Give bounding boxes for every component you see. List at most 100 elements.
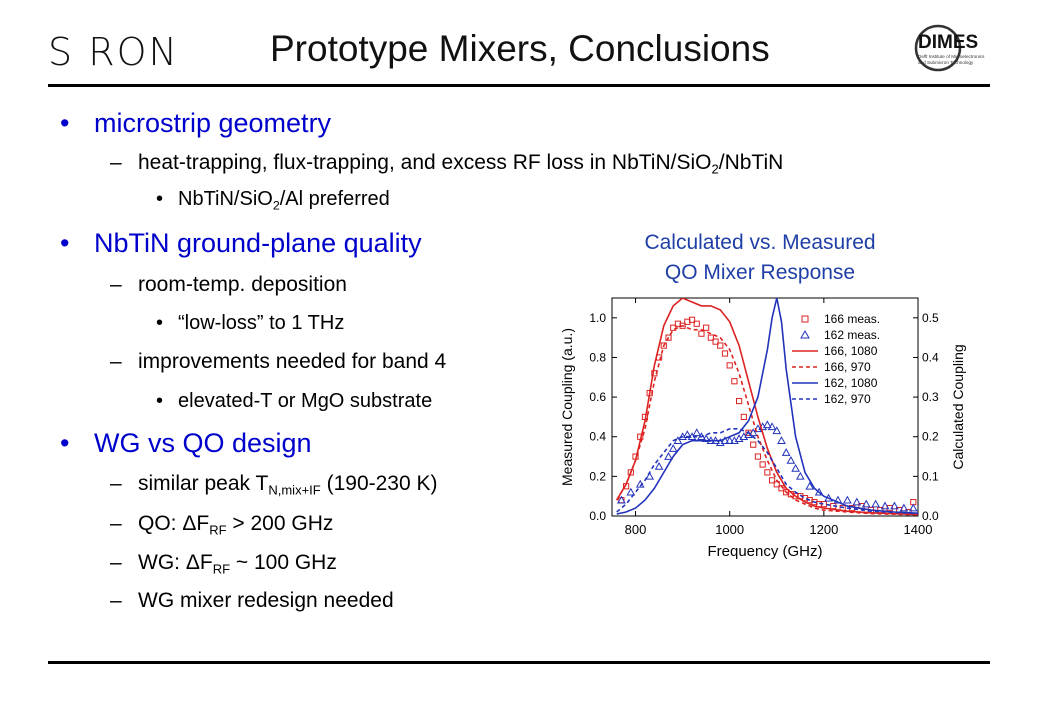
y2-tick-label: 0.4 xyxy=(922,350,939,364)
data-point-square xyxy=(792,493,799,500)
tertiary-bullet-low-loss: • “low-loss” to 1 THz xyxy=(156,312,345,334)
data-point-square xyxy=(623,483,630,490)
data-point-triangle xyxy=(890,501,899,510)
dimes-logo: DIMES Delft Institute of Microelectronic… xyxy=(914,24,985,72)
sub-bullet-deposition: – room-temp. deposition xyxy=(110,273,347,296)
data-point-square xyxy=(867,506,875,514)
y-tick-label: 0.0 xyxy=(589,509,606,523)
page-title: Prototype Mixers, Conclusions xyxy=(270,28,770,69)
header-rule xyxy=(48,84,990,87)
data-point-triangle xyxy=(720,436,730,444)
data-point-square xyxy=(787,491,794,498)
data-point-square xyxy=(778,485,785,492)
data-point-square xyxy=(740,413,747,421)
y2-tick-label: 0.0 xyxy=(922,509,939,523)
data-point-square xyxy=(731,378,738,385)
data-point-triangle xyxy=(617,495,626,504)
data-point-square xyxy=(910,499,917,506)
data-point-square xyxy=(660,342,667,349)
data-point-square xyxy=(651,370,658,377)
data-point-square xyxy=(797,493,804,500)
series-line-5 xyxy=(616,428,918,515)
data-point-square xyxy=(754,453,762,460)
data-point-triangle xyxy=(786,455,796,464)
data-point-triangle xyxy=(833,495,843,504)
data-point-square xyxy=(858,502,865,510)
data-point-square xyxy=(637,433,644,440)
data-point-triangle xyxy=(852,497,862,506)
data-point-triangle xyxy=(880,501,890,510)
sub-bullet-text: improvements needed for band 4 xyxy=(138,350,447,373)
sub-bullet-wg-bandwidth: – WG: ΔFRF ~ 100 GHz xyxy=(110,551,337,577)
sub-bullet-text-b: ~ 100 GHz xyxy=(230,551,337,574)
data-point-square xyxy=(759,461,766,468)
data-point-triangle xyxy=(654,461,664,470)
bullet-text: WG vs QO design xyxy=(94,428,312,458)
data-point-triangle xyxy=(767,422,777,431)
data-point-triangle xyxy=(626,487,636,496)
bullet-text: microstrip geometry xyxy=(94,108,332,138)
legend-swatch xyxy=(800,329,810,339)
data-point-square xyxy=(877,506,884,514)
bullet-text: NbTiN ground-plane quality xyxy=(94,228,422,258)
data-point-square xyxy=(707,334,714,341)
data-point-triangle xyxy=(645,471,655,480)
data-point-triangle xyxy=(899,503,909,512)
tertiary-subscript: 2 xyxy=(272,198,280,213)
sub-bullet-text: room-temp. deposition xyxy=(138,273,347,296)
sub-bullet-text-a: similar peak T xyxy=(138,472,269,495)
sub-bullet-rf-loss: – heat-trapping, flux-trapping, and exces… xyxy=(110,151,784,177)
data-point-triangle xyxy=(673,436,683,444)
data-point-square xyxy=(750,441,757,448)
sub-bullet-text-a: WG: ΔF xyxy=(138,551,213,574)
legend-label: 162 meas. xyxy=(824,328,880,342)
bullet-dot-icon: • xyxy=(60,108,70,138)
y2-axis-label: Calculated Coupling xyxy=(950,344,966,469)
data-point-square xyxy=(641,413,649,421)
series-line-3 xyxy=(616,324,918,516)
data-point-square xyxy=(646,390,653,397)
data-point-square xyxy=(712,338,719,345)
legend-label: 166, 1080 xyxy=(824,344,878,358)
data-point-square xyxy=(726,362,733,369)
legend-label: 162, 970 xyxy=(824,392,871,406)
sub-bullet-text: WG mixer redesign needed xyxy=(138,589,394,612)
data-point-triangle xyxy=(725,436,735,444)
sub-bullet-subscript: 2 xyxy=(711,161,719,177)
data-point-square xyxy=(905,508,912,516)
data-point-triangle xyxy=(664,452,673,460)
data-point-triangle xyxy=(706,436,716,444)
tertiary-bullet-substrate: • elevated-T or MgO substrate xyxy=(156,390,433,412)
data-point-triangle xyxy=(678,432,687,441)
tertiary-text-a: NbTiN/SiO xyxy=(178,188,273,210)
data-point-square xyxy=(830,502,837,510)
data-point-triangle xyxy=(635,479,645,488)
data-point-square xyxy=(848,504,856,512)
data-point-square xyxy=(816,501,823,508)
data-point-square xyxy=(773,481,780,488)
data-point-triangle xyxy=(701,434,711,443)
bullet-dot-icon: • xyxy=(60,428,70,458)
data-point-triangle xyxy=(871,499,880,508)
data-point-square xyxy=(693,320,700,327)
sub-bullet-text-a: heat-trapping, flux-trapping, and excess… xyxy=(138,151,712,174)
data-point-triangle xyxy=(781,448,791,456)
data-point-square xyxy=(655,354,663,361)
data-point-square xyxy=(783,489,790,496)
data-point-triangle xyxy=(744,430,753,439)
footer-rule xyxy=(48,661,990,664)
legend-label: 166 meas. xyxy=(824,312,880,326)
data-point-triangle xyxy=(692,428,702,437)
data-point-triangle xyxy=(805,481,815,490)
data-point-triangle xyxy=(668,444,678,452)
sub-bullet-text-a: QO: ΔF xyxy=(138,512,210,535)
x-tick-label: 1200 xyxy=(809,522,838,537)
sub-bullet-subscript: RF xyxy=(212,561,231,577)
tertiary-text-b: /Al preferred xyxy=(279,188,390,210)
data-point-triangle xyxy=(861,499,871,508)
data-point-triangle xyxy=(824,493,833,502)
y2-tick-label: 0.1 xyxy=(922,469,939,483)
data-point-square xyxy=(665,334,672,341)
legend-label: 166, 970 xyxy=(824,360,871,374)
y-axis-label: Measured Coupling (a.u.) xyxy=(559,328,575,486)
